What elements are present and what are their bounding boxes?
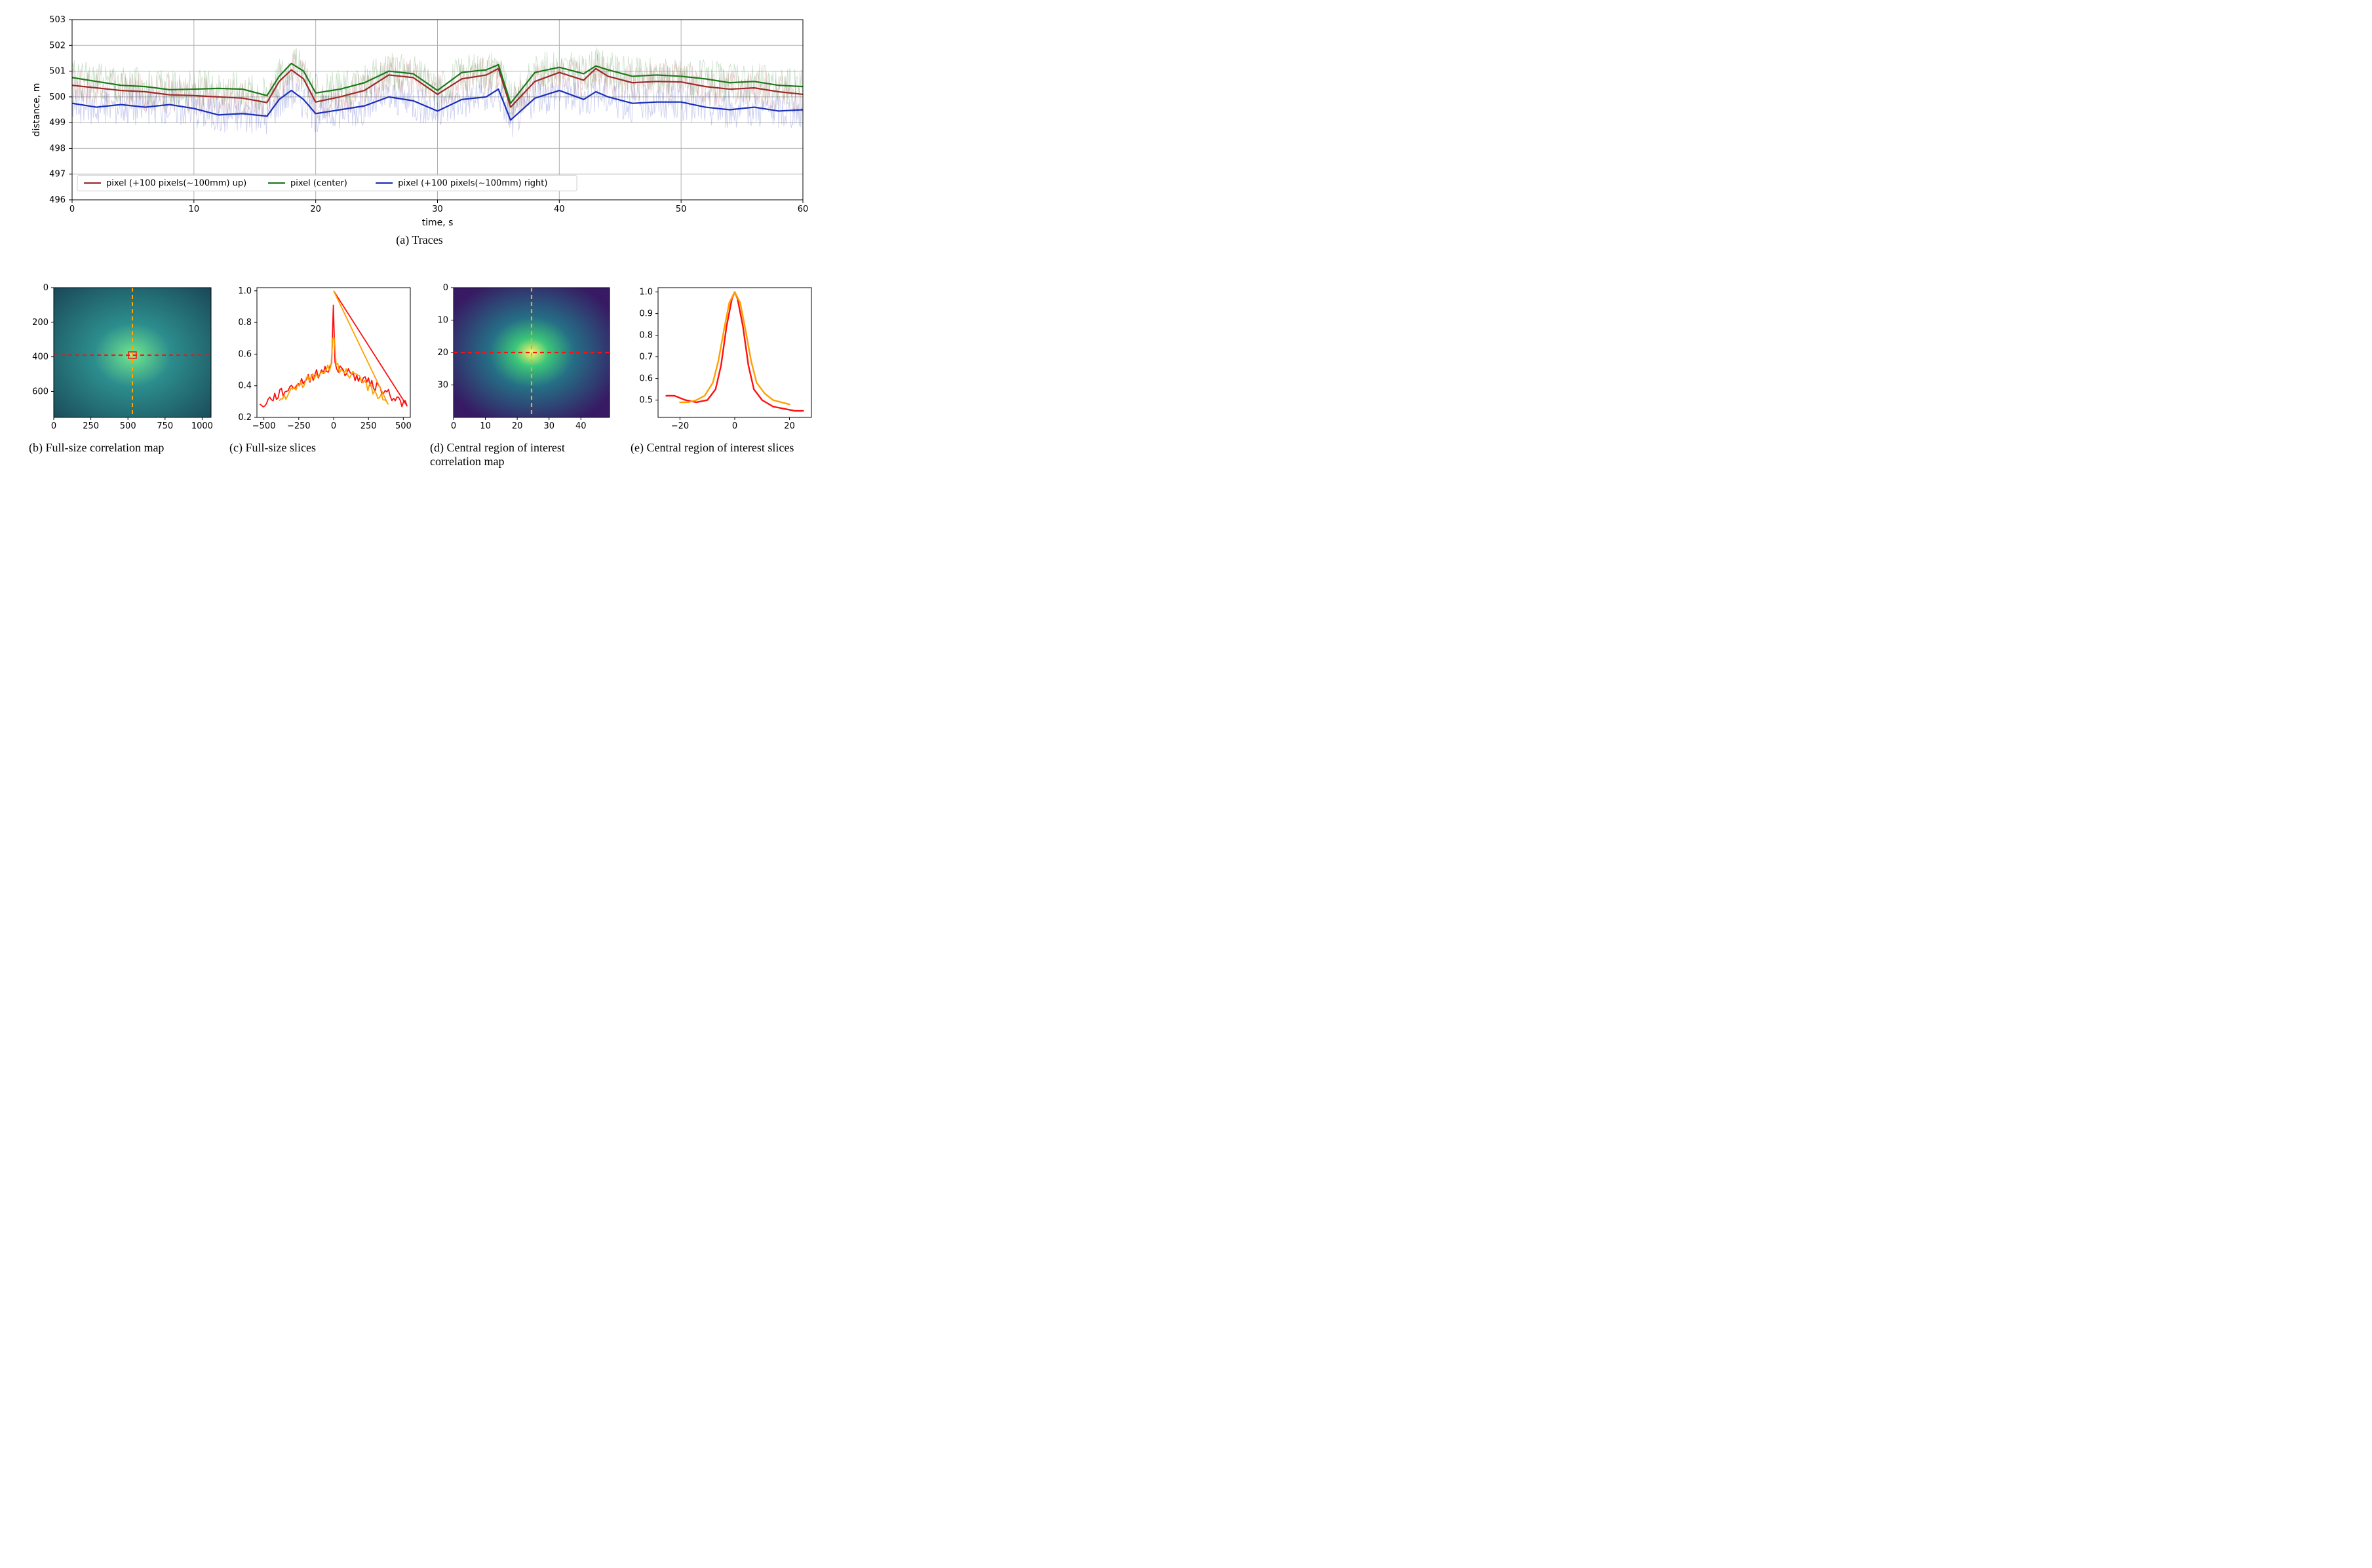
figure-d-svg: 0 10 20 30 40 0 10 20 30 bbox=[427, 280, 617, 437]
svg-text:30: 30 bbox=[437, 381, 448, 391]
svg-text:0: 0 bbox=[331, 421, 336, 431]
svg-text:10: 10 bbox=[437, 316, 448, 326]
svg-text:497: 497 bbox=[49, 170, 66, 180]
svg-text:−250: −250 bbox=[287, 421, 311, 431]
svg-text:40: 40 bbox=[554, 204, 565, 214]
svg-text:20: 20 bbox=[437, 348, 448, 358]
svg-text:pixel (center): pixel (center) bbox=[290, 178, 347, 188]
figure-e-container: −20 0 20 0.5 0.6 0.7 0.8 0.9 1.0 (e) Central reg… bbox=[628, 280, 818, 455]
svg-text:0.2: 0.2 bbox=[238, 413, 252, 423]
svg-text:20: 20 bbox=[784, 421, 795, 431]
svg-text:10: 10 bbox=[480, 421, 491, 431]
svg-text:distance, m: distance, m bbox=[31, 83, 42, 137]
svg-text:0.9: 0.9 bbox=[639, 309, 653, 319]
svg-text:0.8: 0.8 bbox=[639, 331, 653, 341]
figure-d-container: 0 10 20 30 40 0 10 20 30 (d) Central region of i… bbox=[427, 280, 617, 468]
figure-a-svg: 0 10 20 30 40 50 60 496 497 498 499 500 501 502 503 tim… bbox=[26, 13, 813, 229]
svg-text:30: 30 bbox=[543, 421, 554, 431]
figure-b-container: 0 250 500 750 1000 0 200 400 600 (b) Full-size c… bbox=[26, 280, 216, 455]
figure-e-caption: (e) Central region of interest slices bbox=[628, 441, 818, 455]
svg-text:20: 20 bbox=[512, 421, 523, 431]
svg-text:501: 501 bbox=[49, 67, 66, 77]
svg-text:200: 200 bbox=[32, 318, 49, 328]
svg-text:500: 500 bbox=[120, 421, 136, 431]
figure-c-container: −500 −250 0 250 500 0.2 0.4 0.6 0.8 1.0 (c) Full-… bbox=[227, 280, 417, 455]
svg-text:time, s: time, s bbox=[422, 218, 454, 228]
svg-text:1.0: 1.0 bbox=[639, 288, 653, 297]
lower-row: 025050075010000200400600 (b) Full-size c… bbox=[26, 280, 813, 468]
figure-d-caption: (d) Central region of interest correlati… bbox=[427, 441, 617, 468]
svg-text:499: 499 bbox=[49, 118, 66, 128]
svg-text:1000: 1000 bbox=[191, 421, 213, 431]
svg-text:0: 0 bbox=[732, 421, 737, 431]
svg-text:50: 50 bbox=[676, 204, 687, 214]
svg-text:30: 30 bbox=[432, 204, 443, 214]
svg-text:0.6: 0.6 bbox=[238, 349, 252, 359]
figure-b-caption: (b) Full-size correlation map bbox=[26, 441, 216, 455]
figure-b-svg: 0 250 500 750 1000 0 200 400 600 bbox=[26, 280, 216, 437]
svg-text:pixel (+100 pixels(~100mm) up): pixel (+100 pixels(~100mm) up) bbox=[106, 178, 246, 188]
svg-text:503: 503 bbox=[49, 15, 66, 25]
svg-text:0.7: 0.7 bbox=[639, 353, 653, 362]
svg-text:0: 0 bbox=[69, 204, 75, 214]
svg-text:40: 40 bbox=[575, 421, 587, 431]
figure-a-caption: (a) Traces bbox=[26, 233, 813, 247]
svg-text:0: 0 bbox=[443, 283, 448, 293]
svg-text:500: 500 bbox=[49, 92, 66, 102]
svg-text:−20: −20 bbox=[671, 421, 689, 431]
svg-text:0: 0 bbox=[51, 421, 56, 431]
svg-text:−500: −500 bbox=[252, 421, 276, 431]
svg-text:250: 250 bbox=[83, 421, 99, 431]
figure-e-svg: −20 0 20 0.5 0.6 0.7 0.8 0.9 1.0 bbox=[628, 280, 818, 437]
svg-text:10: 10 bbox=[189, 204, 200, 214]
svg-text:500: 500 bbox=[395, 421, 412, 431]
svg-text:250: 250 bbox=[360, 421, 377, 431]
svg-text:20: 20 bbox=[310, 204, 321, 214]
figure-c-caption: (c) Full-size slices bbox=[227, 441, 417, 455]
svg-text:0.6: 0.6 bbox=[639, 374, 653, 384]
svg-text:pixel (+100 pixels(~100mm) rig: pixel (+100 pixels(~100mm) right) bbox=[398, 178, 547, 188]
svg-text:0: 0 bbox=[451, 421, 456, 431]
page-root: 0 10 20 30 40 50 60 496 497 498 499 500 501 502 503 tim… bbox=[0, 0, 839, 495]
svg-text:0.8: 0.8 bbox=[238, 318, 252, 328]
svg-text:498: 498 bbox=[49, 143, 66, 153]
svg-text:0: 0 bbox=[43, 283, 49, 293]
svg-text:60: 60 bbox=[798, 204, 809, 214]
svg-text:0.4: 0.4 bbox=[238, 381, 252, 391]
svg-text:496: 496 bbox=[49, 195, 66, 205]
svg-text:600: 600 bbox=[32, 387, 49, 396]
svg-text:1.0: 1.0 bbox=[238, 286, 252, 296]
svg-text:0.5: 0.5 bbox=[639, 396, 653, 406]
figure-c-svg: −500 −250 0 250 500 0.2 0.4 0.6 0.8 1.0 bbox=[227, 280, 417, 437]
svg-text:400: 400 bbox=[32, 353, 49, 362]
figure-a-container: 0 10 20 30 40 50 60 496 497 498 499 500 501 502 503 tim… bbox=[26, 13, 813, 247]
svg-text:502: 502 bbox=[49, 41, 66, 50]
svg-text:750: 750 bbox=[157, 421, 173, 431]
